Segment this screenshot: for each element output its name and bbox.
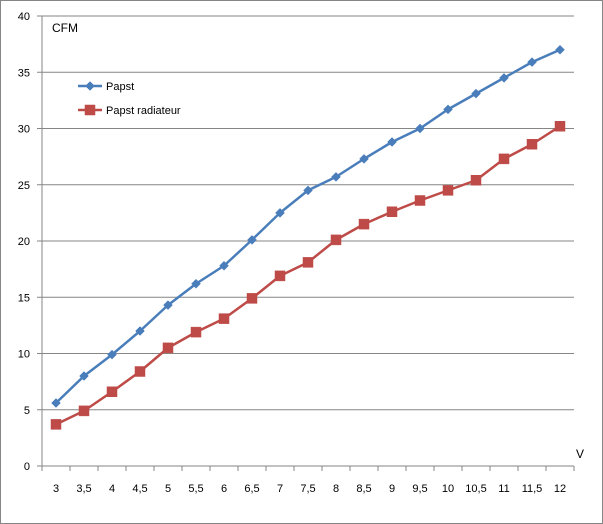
series-line-1 xyxy=(54,48,562,405)
data-point-s2-0 xyxy=(50,419,62,430)
data-point-s2-5 xyxy=(190,326,202,338)
data-point-s1-0 xyxy=(51,398,61,408)
x-tick-label-11: 11 xyxy=(498,483,509,495)
data-point-s2-4 xyxy=(162,342,174,354)
y-tick-label-40: 40 xyxy=(18,11,30,23)
x-tick-label-5,5: 5,5 xyxy=(188,483,203,495)
data-point-s2-2 xyxy=(106,386,118,397)
data-point-s1-6 xyxy=(219,260,229,271)
y-tick-label-30: 30 xyxy=(18,124,30,136)
y-tick-label-25: 25 xyxy=(18,180,30,192)
data-point-s1-18 xyxy=(555,44,565,55)
data-point-s1-10 xyxy=(331,172,341,182)
data-point-s2-18 xyxy=(554,121,566,132)
data-point-s2-11 xyxy=(358,218,370,230)
legend-label-1: Papst xyxy=(106,81,134,93)
x-tick-label-6: 6 xyxy=(221,483,227,495)
data-point-s2-9 xyxy=(302,257,314,268)
series-line-2 xyxy=(54,125,562,426)
data-point-s2-1 xyxy=(78,405,90,417)
x-tick-label-10,5: 10,5 xyxy=(465,483,486,495)
x-tick-label-4,5: 4,5 xyxy=(132,483,147,495)
data-point-s1-11 xyxy=(359,154,369,164)
x-tick-label-9: 9 xyxy=(389,483,395,495)
data-point-s1-14 xyxy=(443,104,453,115)
data-point-s2-15 xyxy=(470,175,482,186)
legend-marker-1 xyxy=(85,81,95,91)
data-point-s2-6 xyxy=(218,313,230,324)
data-point-s1-15 xyxy=(471,88,481,99)
data-point-s1-12 xyxy=(387,137,397,147)
x-tick-label-8,5: 8,5 xyxy=(356,483,371,495)
data-point-s1-3 xyxy=(135,326,145,336)
data-point-s1-13 xyxy=(415,123,425,134)
axes xyxy=(37,15,575,471)
y-tick-label-0: 0 xyxy=(24,461,30,473)
data-point-s1-7 xyxy=(247,235,257,245)
y-axis-label: CFM xyxy=(52,21,78,35)
data-point-s1-8 xyxy=(275,208,285,218)
data-point-s1-4 xyxy=(163,300,173,310)
x-tick-labels: 3 3,5 4 4,5 5 5,5 6 6,5 7 7,5 8 8,5 9 9,5 10 10,5 11 11,5… xyxy=(53,483,566,495)
data-point-s2-13 xyxy=(414,195,426,206)
data-point-s2-12 xyxy=(386,206,398,217)
y-tick-label-15: 15 xyxy=(18,292,30,304)
series-markers xyxy=(50,44,566,430)
data-point-s1-5 xyxy=(191,278,201,289)
x-tick-label-3,5: 3,5 xyxy=(76,483,91,495)
y-tick-label-10: 10 xyxy=(18,349,30,361)
legend-marker-2 xyxy=(84,104,96,116)
x-tick-label-11,5: 11,5 xyxy=(522,483,543,495)
data-point-s2-3 xyxy=(134,366,146,377)
y-tick-label-5: 5 xyxy=(24,405,30,417)
gridlines xyxy=(42,15,574,411)
legend-label-2: Papst radiateur xyxy=(106,105,181,117)
x-axis-label: V xyxy=(576,447,584,461)
data-point-s2-16 xyxy=(498,153,510,165)
data-point-s2-10 xyxy=(330,234,342,246)
x-tick-label-3: 3 xyxy=(53,483,59,495)
x-tick-label-9,5: 9,5 xyxy=(412,483,427,495)
data-point-s2-14 xyxy=(442,185,454,196)
data-point-s1-17 xyxy=(527,57,537,67)
x-tick-label-7: 7 xyxy=(277,483,283,495)
x-tick-label-10: 10 xyxy=(442,483,454,495)
y-tick-label-35: 35 xyxy=(18,67,30,79)
x-tick-label-8: 8 xyxy=(333,483,339,495)
data-point-s1-1 xyxy=(79,371,89,381)
x-tick-label-4: 4 xyxy=(109,483,115,495)
x-tick-label-6,5: 6,5 xyxy=(244,483,259,495)
x-tick-label-12: 12 xyxy=(554,483,566,495)
data-point-s2-8 xyxy=(274,270,286,282)
x-tick-label-5: 5 xyxy=(165,483,171,495)
data-point-s1-9 xyxy=(303,185,313,196)
y-tick-labels: 0 5 10 15 20 25 30 35 40 xyxy=(18,11,30,473)
data-point-s1-2 xyxy=(107,349,117,360)
y-tick-label-20: 20 xyxy=(18,236,30,248)
data-point-s2-17 xyxy=(526,139,538,150)
x-tick-label-7,5: 7,5 xyxy=(300,483,315,495)
legend: Papst Papst radiateur xyxy=(78,81,181,117)
data-point-s1-16 xyxy=(499,73,509,83)
data-point-s2-7 xyxy=(246,293,258,304)
